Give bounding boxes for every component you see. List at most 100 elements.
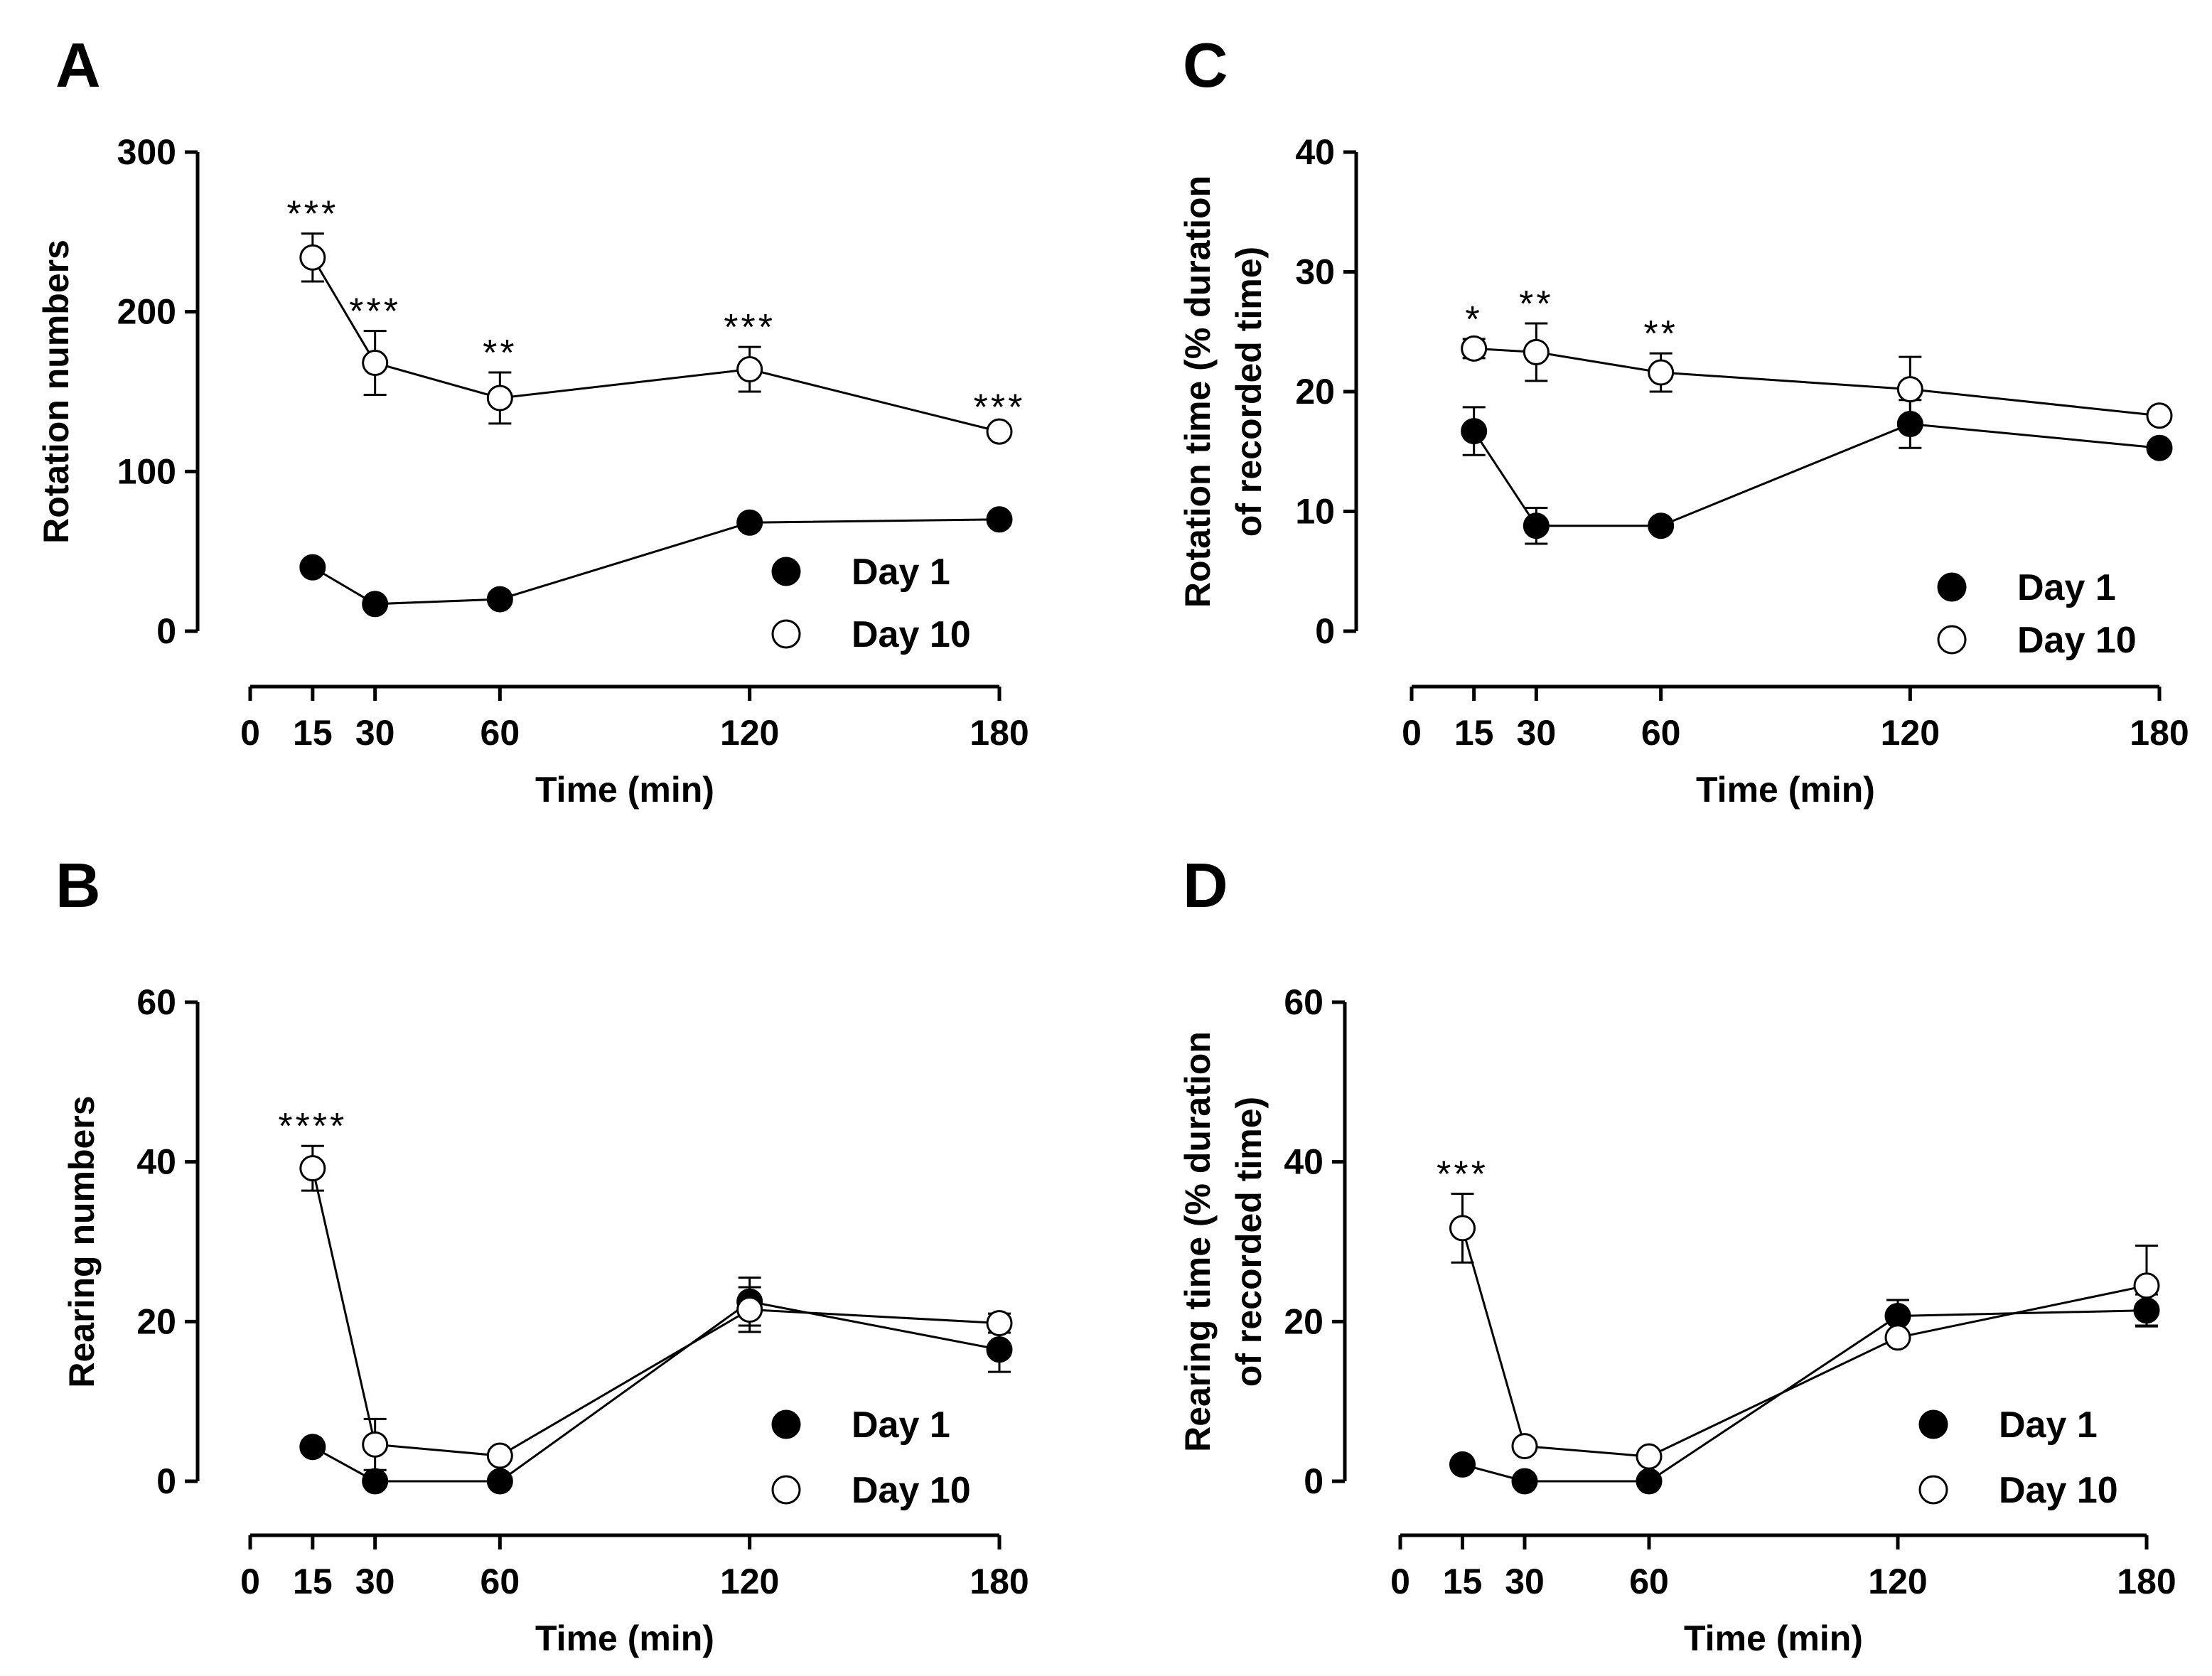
x-tick-label: 0 <box>1402 713 1422 753</box>
series-line <box>312 1300 1000 1483</box>
data-point <box>1648 359 1675 386</box>
data-point <box>1449 1215 1476 1242</box>
significance-marker: **** <box>278 1106 347 1147</box>
y-tick-label: 40 <box>1284 1142 1324 1182</box>
panel-d: D 0 20 40 60 0 15 30 60 120 180 Time (min) Rearing t… <box>1178 850 2176 1658</box>
x-axis-title: Time (min) <box>1684 1618 1863 1658</box>
y-tick-label: 60 <box>136 982 176 1022</box>
legend-label: Day 1 <box>1999 1404 2098 1446</box>
x-tick-label: 180 <box>970 713 1029 753</box>
significance-marker: *** <box>724 307 775 348</box>
x-tick-label: 120 <box>1881 713 1940 753</box>
legend-marker-day10 <box>771 1475 801 1505</box>
series-day10 <box>1449 1193 2160 1470</box>
series-line <box>311 257 1000 433</box>
data-point <box>486 385 513 412</box>
data-point <box>486 1468 513 1495</box>
data-point <box>1523 338 1550 365</box>
legend-marker-day10 <box>771 619 801 649</box>
data-point <box>299 554 326 581</box>
x-tick-label: 0 <box>1390 1562 1410 1601</box>
data-point <box>1896 376 1923 403</box>
x-tick-label: 60 <box>480 1562 520 1601</box>
y-axis-title-line: Rearing numbers <box>62 1095 102 1387</box>
x-tick-label: 30 <box>1505 1562 1545 1601</box>
significance-marker: *** <box>349 291 401 333</box>
y-axis-title-line: of recorded time) <box>1229 1097 1269 1387</box>
x-tick-label: 15 <box>1454 713 1494 753</box>
data-point <box>736 356 763 383</box>
significance-marker: *** <box>286 194 338 235</box>
y-tick-label: 20 <box>1295 372 1335 412</box>
legend-label: Day 1 <box>852 552 950 593</box>
significance-marker: * <box>1466 299 1483 340</box>
x-tick-label: 120 <box>720 1562 779 1601</box>
data-point <box>1511 1433 1538 1460</box>
data-point <box>486 586 513 613</box>
data-point <box>362 591 389 618</box>
x-tick-label: 30 <box>355 1562 395 1601</box>
panel-b: B 0 20 40 60 0 15 30 60 120 180 Time (min) Rearing n… <box>55 850 1029 1658</box>
data-point <box>1511 1468 1538 1495</box>
legend-label: Day 10 <box>1999 1470 2118 1511</box>
data-point <box>362 1468 389 1495</box>
data-point <box>1523 512 1550 539</box>
x-tick-label: 180 <box>970 1562 1029 1601</box>
y-axis-title: Rearing numbers <box>62 1095 102 1387</box>
x-axis-title: Time (min) <box>535 770 714 810</box>
panel-letter: C <box>1183 30 1228 100</box>
data-point <box>1884 1324 1911 1351</box>
data-point <box>986 418 1013 445</box>
x-tick-label: 15 <box>293 1562 333 1601</box>
series-day10 <box>299 232 1013 445</box>
series-day1 <box>299 506 1013 618</box>
x-tick-label: 15 <box>1443 1562 1483 1601</box>
legend: Day 1 Day 10 <box>771 552 971 655</box>
y-tick-label: 40 <box>1295 132 1335 172</box>
y-tick-label: 40 <box>136 1142 176 1182</box>
y-axis-title: Rearing time (% duration of recorded time… <box>1178 1031 1269 1452</box>
x-tick-label: 0 <box>240 1562 260 1601</box>
x-tick-label: 60 <box>1641 713 1681 753</box>
legend-marker-day10 <box>1937 625 1967 655</box>
legend-marker-day1 <box>771 1409 801 1439</box>
legend-label: Day 10 <box>2017 620 2137 661</box>
data-point <box>299 244 326 271</box>
series-day1 <box>1461 399 2173 545</box>
y-axis-title-line: Rotation time (% duration <box>1178 176 1218 608</box>
data-point <box>2146 434 2173 461</box>
significance-marker: ** <box>1643 313 1677 355</box>
series-day1 <box>1449 1293 2160 1495</box>
x-axis-title: Time (min) <box>1696 770 1875 810</box>
legend-marker-day10 <box>1918 1475 1948 1505</box>
legend-label: Day 1 <box>2017 567 2116 608</box>
series-line <box>1462 1309 2147 1483</box>
panel-a: A 0 100 200 300 0 15 30 60 120 180 Time (min) Rotati… <box>36 30 1029 810</box>
series-day1 <box>299 1277 1013 1495</box>
data-point <box>1636 1443 1663 1470</box>
legend-marker-day1 <box>1937 572 1967 602</box>
y-axis-title-line: of recorded time) <box>1229 247 1269 537</box>
legend-marker-day1 <box>771 557 801 586</box>
y-tick-label: 0 <box>1315 611 1335 651</box>
x-tick-label: 30 <box>355 713 395 753</box>
x-tick-label: 60 <box>480 713 520 753</box>
data-point <box>736 509 763 536</box>
series-day10 <box>299 1144 1013 1471</box>
y-axis-title-line: Rearing time (% duration <box>1178 1031 1218 1452</box>
series-day10 <box>1461 322 2173 429</box>
legend: Day 1 Day 10 <box>771 1404 971 1511</box>
data-point <box>986 1336 1013 1363</box>
data-point <box>1636 1468 1663 1495</box>
x-tick-label: 30 <box>1517 713 1557 753</box>
y-tick-label: 30 <box>1295 252 1335 292</box>
significance-marker: *** <box>974 387 1026 428</box>
legend: Day 1 Day 10 <box>1937 567 2137 661</box>
x-tick-label: 60 <box>1629 1562 1669 1601</box>
significance-marker: ** <box>483 333 517 374</box>
significance-marker: *** <box>1437 1154 1488 1196</box>
data-point <box>1461 335 1488 362</box>
series-line <box>1473 347 2160 417</box>
y-tick-label: 300 <box>117 132 176 172</box>
y-tick-label: 20 <box>136 1301 176 1341</box>
